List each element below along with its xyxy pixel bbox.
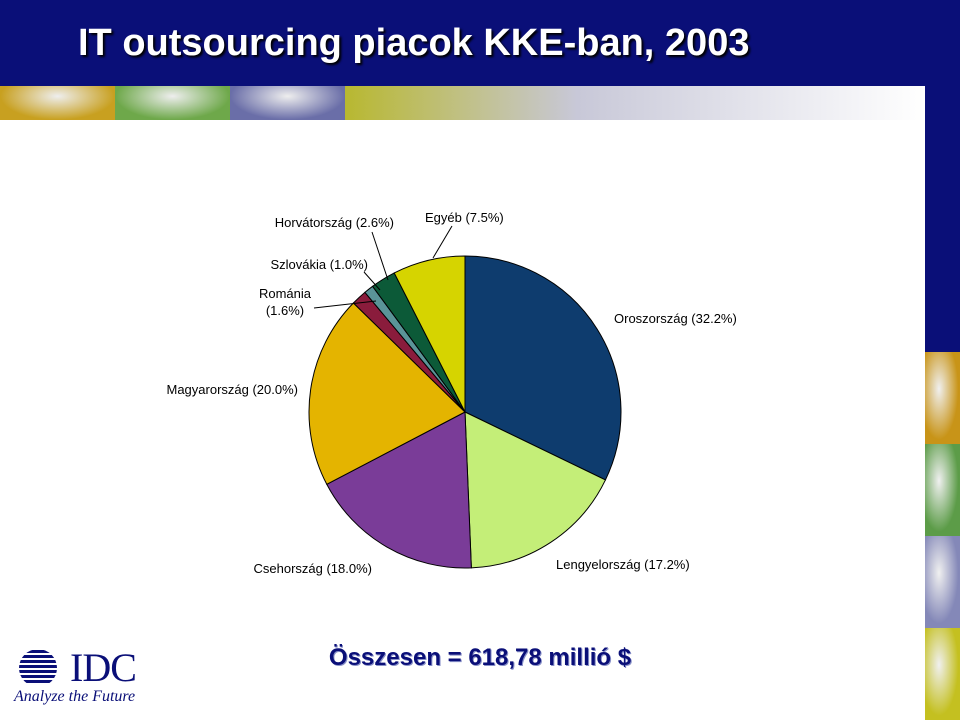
slice-label: Románia [259,286,312,301]
slice-label: Csehország (18.0%) [254,561,373,576]
globe-icon [19,650,57,683]
slice-label: Egyéb (7.5%) [425,210,504,225]
slice-label: Lengyelország (17.2%) [556,557,690,572]
pie-slice [393,255,466,413]
logo-wordmark: IDC [70,645,137,690]
band-block [925,628,960,720]
page-title: IT outsourcing piacok KKE-ban, 2003 [78,22,750,64]
pie-slice [308,302,466,485]
strip-block [115,86,230,120]
leader-line [363,271,381,291]
slice-label: Oroszország (32.2%) [614,311,737,326]
title-bar: IT outsourcing piacok KKE-ban, 2003 [0,0,925,86]
decorative-strip [0,86,925,120]
pie-chart: Oroszország (32.2%) Lengyelország (17.2%)… [167,210,737,576]
strip-block [0,86,115,120]
slice-label: (1.6%) [266,303,304,318]
pie-slice [326,411,472,569]
slice-label: Szlovákia (1.0%) [270,257,368,272]
logo-tagline: Analyze the Future [14,688,136,705]
slice-label: Magyarország (20.0%) [167,382,299,397]
pie-slice [464,255,622,481]
strip-block [345,86,925,120]
strip-block [230,86,345,120]
band-block [925,444,960,536]
band-block [925,536,960,628]
band-block [925,352,960,444]
leader-line [371,231,389,281]
total-caption: Összesen = 618,78 millió $ [328,644,632,671]
leader-line [313,300,377,309]
pie-slice [464,411,607,569]
slice-label: Horvátország (2.6%) [275,215,394,230]
idc-logo: IDC Analyze the Future [14,645,164,710]
leader-line [432,225,453,259]
decorative-right-band [925,0,960,720]
